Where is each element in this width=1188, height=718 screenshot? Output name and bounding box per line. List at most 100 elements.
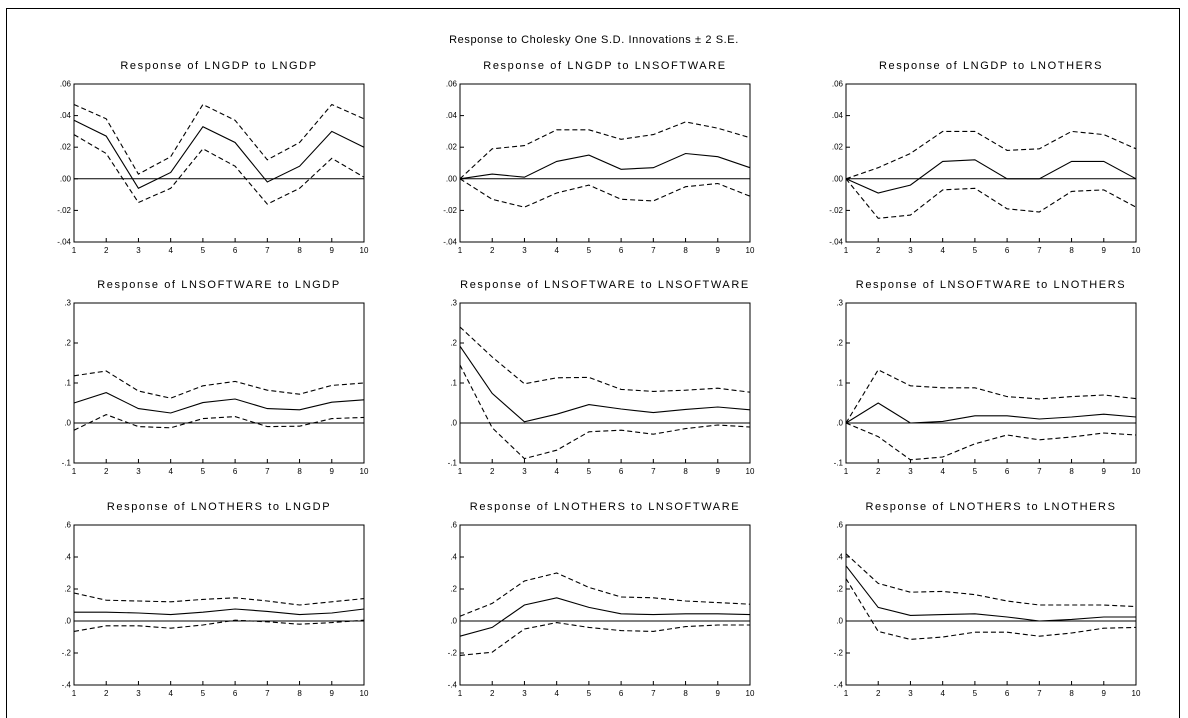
x-tick-label: 5 <box>587 689 592 698</box>
y-tick-label: -.04 <box>829 238 843 247</box>
y-tick-label: .4 <box>450 553 457 562</box>
x-tick-label: 9 <box>1102 467 1107 476</box>
y-tick-label: .0 <box>64 617 71 626</box>
lower-band-line <box>459 364 751 460</box>
response-line <box>73 119 365 190</box>
y-tick-label: .2 <box>450 585 457 594</box>
x-tick-label: 1 <box>844 467 849 476</box>
x-tick-label: 9 <box>716 246 721 255</box>
x-tick-label: 3 <box>908 467 913 476</box>
plot-frame <box>73 83 365 243</box>
x-tick-label: 4 <box>940 689 945 698</box>
response-line <box>74 608 365 616</box>
panel-4: Response of LNSOFTWARE to LNGDP .3 .2 .1 .0 -… <box>62 279 369 476</box>
x-tick-label: 3 <box>136 689 141 698</box>
x-tick-label: 5 <box>201 246 206 255</box>
x-tick-label: 4 <box>940 246 945 255</box>
x-tick-label: 7 <box>265 467 270 476</box>
x-tick-label: 1 <box>72 467 77 476</box>
x-tick-label: 4 <box>554 689 559 698</box>
plot-frame <box>459 524 751 686</box>
x-tick-label: 5 <box>973 689 978 698</box>
x-tick-label: 3 <box>136 246 141 255</box>
panel-title: Response of LNGDP to LNOTHERS <box>879 60 1103 72</box>
x-tick-label: 8 <box>297 689 302 698</box>
x-tick-label: 1 <box>844 246 849 255</box>
x-tick-label: 1 <box>458 467 463 476</box>
upper-band-line <box>73 103 365 175</box>
y-tick-label: .2 <box>836 339 843 348</box>
y-tick-label: .04 <box>446 111 458 120</box>
y-tick-label: .3 <box>64 299 71 308</box>
y-tick-label: .04 <box>832 111 844 120</box>
x-tick-label: 4 <box>168 467 173 476</box>
figure-title: Response to Cholesky One S.D. Innovation… <box>449 34 739 46</box>
x-tick-label: 5 <box>201 467 206 476</box>
plot-frame <box>459 83 751 243</box>
x-tick-label: 7 <box>651 689 656 698</box>
x-tick-label: 6 <box>619 246 624 255</box>
y-tick-label: .00 <box>832 174 844 183</box>
x-tick-label: 5 <box>587 246 592 255</box>
y-tick-label: .06 <box>832 80 844 89</box>
upper-band-line <box>459 326 751 393</box>
panel-title: Response of LNOTHERS to LNOTHERS <box>865 501 1116 513</box>
panel-6: Response of LNSOFTWARE to LNOTHERS .3 .2 .1… <box>834 279 1141 476</box>
y-tick-label: .1 <box>450 379 457 388</box>
y-tick-label: .0 <box>836 617 843 626</box>
x-tick-label: 4 <box>554 246 559 255</box>
x-tick-label: 1 <box>458 246 463 255</box>
x-tick-label: 10 <box>1132 246 1141 255</box>
y-tick-label: .1 <box>64 379 71 388</box>
x-tick-label: 2 <box>876 467 881 476</box>
x-tick-label: 10 <box>1132 467 1141 476</box>
x-tick-label: 8 <box>1069 467 1074 476</box>
x-tick-label: 7 <box>651 246 656 255</box>
x-tick-label: 8 <box>297 467 302 476</box>
panel-title: Response of LNGDP to LNGDP <box>120 60 317 72</box>
x-tick-label: 9 <box>716 467 721 476</box>
x-tick-label: 6 <box>1005 467 1010 476</box>
y-tick-label: .04 <box>60 111 72 120</box>
upper-band-line <box>845 553 1137 608</box>
plot-frame <box>845 83 1137 243</box>
panel-7: Response of LNOTHERS to LNGDP .6 .4 .2 .0 -.2… <box>62 501 369 698</box>
x-tick-label: 9 <box>1102 246 1107 255</box>
x-tick-label: 9 <box>330 689 335 698</box>
x-tick-label: 10 <box>360 467 369 476</box>
x-tick-label: 9 <box>330 467 335 476</box>
x-tick-label: 8 <box>683 467 688 476</box>
figure-frame <box>6 8 1180 718</box>
upper-band-line <box>845 130 1137 180</box>
x-tick-label: 9 <box>716 689 721 698</box>
x-tick-label: 2 <box>876 689 881 698</box>
x-tick-label: 8 <box>297 246 302 255</box>
x-tick-label: 2 <box>490 246 495 255</box>
x-tick-label: 6 <box>233 689 238 698</box>
y-tick-label: .6 <box>836 521 843 530</box>
x-tick-label: 10 <box>746 246 755 255</box>
y-tick-label: .0 <box>64 419 71 428</box>
y-tick-label: -.4 <box>448 681 458 690</box>
x-tick-label: 6 <box>233 467 238 476</box>
y-tick-label: .2 <box>450 339 457 348</box>
x-tick-label: 3 <box>136 467 141 476</box>
y-tick-label: -.04 <box>57 238 71 247</box>
y-tick-label: -.1 <box>448 459 458 468</box>
x-tick-label: 10 <box>746 689 755 698</box>
response-line <box>845 159 1137 194</box>
x-tick-label: 7 <box>265 246 270 255</box>
y-tick-label: -.4 <box>834 681 844 690</box>
x-tick-label: 8 <box>683 689 688 698</box>
y-tick-label: .0 <box>836 419 843 428</box>
y-tick-label: .0 <box>450 617 457 626</box>
plot-frame <box>845 524 1137 686</box>
x-tick-label: 10 <box>360 689 369 698</box>
y-tick-label: -.02 <box>443 206 457 215</box>
response-line <box>845 565 1136 622</box>
response-line <box>459 152 751 180</box>
upper-band-line <box>459 572 751 617</box>
x-tick-label: 3 <box>522 689 527 698</box>
x-tick-label: 2 <box>876 246 881 255</box>
panel-title: Response of LNSOFTWARE to LNOTHERS <box>856 279 1126 291</box>
